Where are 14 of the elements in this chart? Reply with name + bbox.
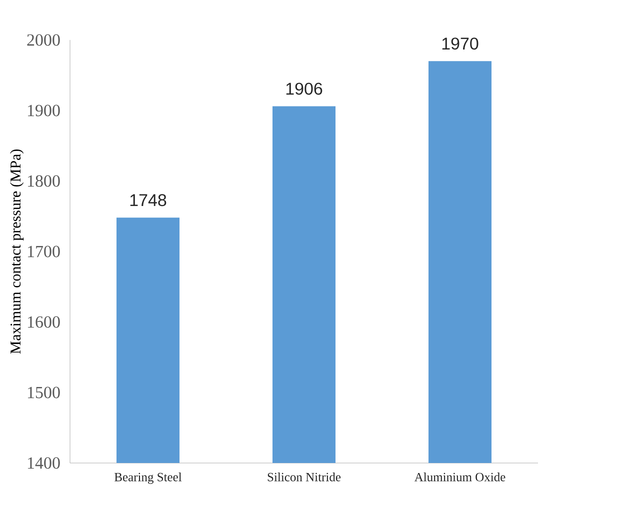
x-tick-label: Silicon Nitride bbox=[268, 472, 341, 482]
y-axis-title: Maximum contact pressure (MPa) bbox=[10, 149, 24, 354]
y-tick-label: 1900 bbox=[28, 104, 60, 116]
data-label: 1970 bbox=[442, 38, 478, 50]
x-tick-label: Aluminium Oxide bbox=[414, 472, 506, 482]
data-label: 1748 bbox=[130, 194, 166, 206]
y-tick-label: 1600 bbox=[28, 316, 60, 328]
y-tick-label: 1700 bbox=[28, 246, 60, 258]
y-tick-label: 1800 bbox=[28, 175, 60, 187]
y-tick-label: 2000 bbox=[27, 34, 60, 46]
y-tick-label: 1400 bbox=[28, 457, 60, 469]
data-label: 1906 bbox=[286, 82, 322, 95]
x-tick-label: Bearing Steel bbox=[114, 472, 182, 484]
y-tick-label: 1500 bbox=[28, 386, 60, 398]
